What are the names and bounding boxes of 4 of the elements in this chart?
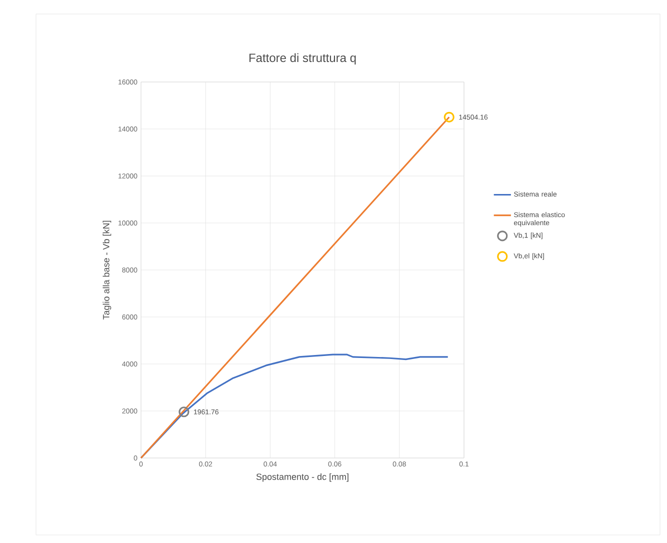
chart-title: Fattore di struttura q bbox=[249, 53, 356, 64]
x-axis-title: Spostamento - dc [mm] bbox=[256, 473, 348, 482]
y-axis-title: Taglio alla base - Vb [kN] bbox=[102, 220, 112, 320]
line-series bbox=[140, 354, 449, 459]
